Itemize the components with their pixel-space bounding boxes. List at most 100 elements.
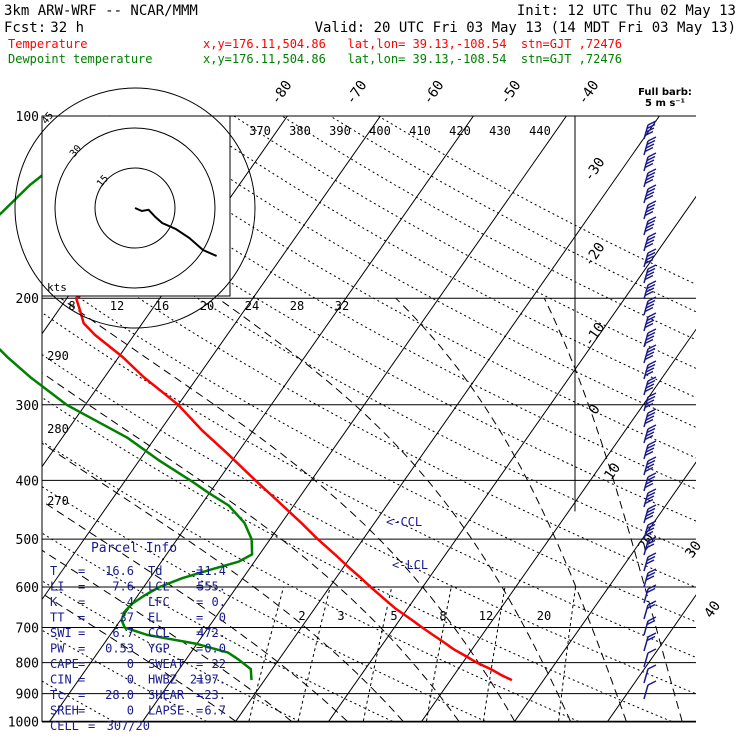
wind-barb <box>643 552 657 572</box>
parcel-value: -4 <box>120 595 134 609</box>
isotherm-label: -70 <box>343 78 371 108</box>
parcel-eq-2: = <box>196 564 203 578</box>
pressure-tick-label: 800 <box>16 657 39 672</box>
wind-barb-flag <box>645 143 655 149</box>
parcel-value-2: 0. <box>212 595 226 609</box>
wind-barb-flag <box>644 258 654 265</box>
theta-label: 410 <box>409 124 431 138</box>
hodograph-ring <box>94 167 176 249</box>
lcl-label: <-LCL <box>392 558 428 572</box>
wind-barb-flag <box>646 635 656 642</box>
dry-adiabat <box>137 116 696 428</box>
parcel-value-2: 0.0 <box>204 642 226 656</box>
wind-barb <box>643 664 657 684</box>
hodo-speed-label: 20 <box>200 299 214 313</box>
wind-barb-flag <box>645 559 655 565</box>
parcel-eq-2: = <box>196 642 203 656</box>
parcel-eq: = <box>78 564 85 578</box>
parcel-eq-2: = <box>196 688 203 702</box>
parcel-key: CIN <box>50 673 72 687</box>
dry-adiabat <box>42 353 696 695</box>
header-forecast-label: Fcst: <box>4 20 46 36</box>
parcel-eq-2: = <box>196 626 203 640</box>
parcel-info-panel: Parcel Info T = 16.6 Td =-11.4LI = 7.6 LCL =555.… <box>50 541 226 733</box>
wind-barb-flag <box>646 139 656 146</box>
parcel-key-2: SWEAT <box>148 657 184 671</box>
wind-barb-flag <box>647 552 657 558</box>
wind-barb-flag <box>647 616 657 622</box>
wind-barb-flag <box>644 290 654 297</box>
full-barb-value: 5 m s⁻¹ <box>645 98 685 109</box>
wind-barb <box>643 216 657 236</box>
wind-barb-flag <box>644 226 654 233</box>
parcel-key: SREH <box>50 704 79 718</box>
wind-barb-flag <box>646 251 656 258</box>
full-barb-label: Full barb: <box>638 87 692 98</box>
wind-barb-flag <box>647 360 657 366</box>
wind-barb-flag <box>645 463 655 469</box>
wind-barb-flag <box>645 495 655 501</box>
isotherm-label: -40 <box>575 78 603 108</box>
wind-barb-flag <box>647 376 657 382</box>
pressure-tick-label: 700 <box>16 622 39 637</box>
isotherm-label: -30 <box>581 155 609 185</box>
wind-barb-flag <box>645 527 655 533</box>
wind-barb-flag <box>646 603 656 610</box>
theta-label: 390 <box>329 124 351 138</box>
parcel-eq: = <box>78 580 85 594</box>
wind-barb-flag <box>647 232 657 238</box>
header-valid-time: Valid: 20 UTC Fri 03 May 13 (14 MDT Fri … <box>315 20 736 36</box>
wind-barb <box>643 328 657 348</box>
moist-adiabat <box>395 297 627 722</box>
wind-barb-flag <box>644 434 654 441</box>
wind-barb <box>643 632 657 652</box>
parcel-value: 0 <box>127 704 134 718</box>
wind-barb <box>643 488 657 508</box>
parcel-value-2: 2197. <box>190 673 226 687</box>
mixing-ratio-label: 8 <box>439 609 446 623</box>
hodo-speed-label: 8 <box>68 299 75 313</box>
hodo-speed-label: 32 <box>335 299 349 313</box>
isotherm-line <box>328 195 696 722</box>
parcel-value-2: -11.4 <box>190 564 226 578</box>
wind-barb <box>643 456 657 476</box>
wind-barb-flag <box>647 520 657 526</box>
wind-barb-flag <box>646 443 656 450</box>
moist-adiabat <box>42 500 348 722</box>
wind-barb-flag <box>647 136 657 142</box>
pressure-tick-label: 1000 <box>8 715 39 730</box>
wind-barb-flag <box>645 575 655 581</box>
wind-barb-flag <box>646 187 656 194</box>
parcel-key-2: LAPSE <box>148 704 184 718</box>
wind-barb-flag <box>647 200 657 206</box>
wind-barb-flag <box>645 511 655 517</box>
wind-barb-flag <box>646 491 656 498</box>
pressure-tick-label: 100 <box>16 110 39 125</box>
ccl-label: <-CCL <box>386 515 422 529</box>
wind-barb <box>643 120 657 140</box>
wind-barb-flag <box>647 648 657 654</box>
dry-adiabat <box>378 116 696 285</box>
wind-barb-flag <box>647 424 657 430</box>
parcel-eq: = <box>78 704 85 718</box>
theta-label: 430 <box>489 124 511 138</box>
dewpoint-line <box>0 115 254 681</box>
wind-barb-flag <box>644 498 654 505</box>
parcel-value: 16.6 <box>105 564 134 578</box>
wind-barb-flag <box>644 386 654 393</box>
dry-adiabat <box>42 231 696 588</box>
wind-barb <box>643 520 657 540</box>
parcel-eq: = <box>88 719 95 733</box>
parcel-eq: = <box>78 673 85 687</box>
theta-label: 370 <box>249 124 271 138</box>
wind-barb-flag <box>647 248 657 254</box>
wind-barb-flag <box>646 427 656 434</box>
parcel-key-2: EL <box>148 611 162 625</box>
mixing-ratio-label: 20 <box>537 609 551 623</box>
parcel-value: 37 <box>120 611 134 625</box>
parcel-eq: = <box>78 626 85 640</box>
wind-barb-flag <box>644 130 654 137</box>
wind-barb-flag <box>645 239 655 245</box>
wind-barb <box>643 392 657 412</box>
